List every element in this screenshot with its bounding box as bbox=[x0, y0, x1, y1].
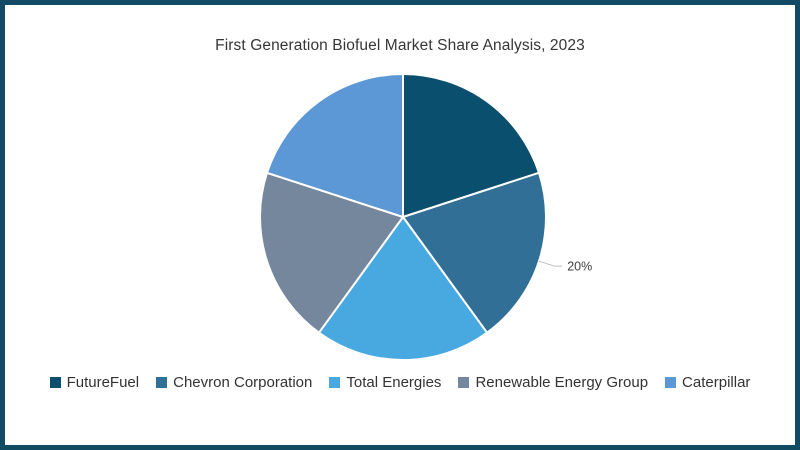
legend-swatch-total-energies bbox=[329, 377, 341, 388]
legend-label: Caterpillar bbox=[682, 374, 751, 391]
legend-label: Chevron Corporation bbox=[173, 374, 313, 391]
legend-item-futurefuel[interactable]: FutureFuel bbox=[49, 374, 140, 391]
legend-swatch-chevron-corporation bbox=[156, 377, 168, 388]
chart-title: First Generation Biofuel Market Share An… bbox=[215, 37, 585, 54]
legend-item-renewable-energy-group[interactable]: Renewable Energy Group bbox=[458, 374, 648, 391]
legend-item-total-energies[interactable]: Total Energies bbox=[329, 374, 441, 391]
pie-slice-futurefuel[interactable] bbox=[402, 73, 540, 218]
annotation-label: 20% bbox=[567, 260, 592, 274]
annotation-leader-line bbox=[538, 260, 563, 267]
legend-label: Total Energies bbox=[346, 374, 442, 391]
legend-swatch-caterpillar bbox=[665, 377, 677, 388]
legend-label: Renewable Energy Group bbox=[475, 374, 649, 391]
legend-item-chevron-corporation[interactable]: Chevron Corporation bbox=[156, 374, 312, 391]
legend-item-caterpillar[interactable]: Caterpillar bbox=[665, 374, 750, 391]
pie-slice-renewable-energy-group[interactable] bbox=[259, 171, 404, 334]
legend-swatch-renewable-energy-group bbox=[458, 377, 470, 388]
legend-swatch-futurefuel bbox=[49, 377, 61, 388]
legend: FutureFuel Chevron Corporation Total Energ… bbox=[0, 374, 800, 391]
legend-label: FutureFuel bbox=[66, 374, 140, 391]
pie-slice-total-energies[interactable] bbox=[317, 216, 489, 361]
pie-slice-caterpillar[interactable] bbox=[266, 73, 404, 218]
pie-slice-chevron-corporation[interactable] bbox=[402, 171, 547, 334]
